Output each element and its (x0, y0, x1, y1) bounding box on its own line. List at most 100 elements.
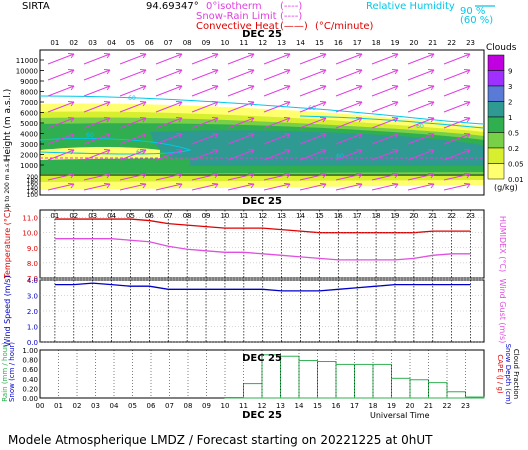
wind-arrow-shaft (407, 53, 435, 65)
bottom-hour-label: 13 (276, 402, 285, 410)
legend-snow-rain-sample: (----) (280, 11, 302, 22)
wind-arrow-head (319, 117, 327, 123)
wind-arrow (227, 149, 255, 161)
hour-label: 10 (220, 212, 229, 220)
rh-contour-lower (299, 115, 485, 129)
wind-arrow (443, 173, 471, 181)
hour-tick-label: 13 (277, 39, 286, 47)
y-tick-label: 11.0 (22, 215, 38, 223)
wind-arrow (299, 117, 327, 129)
wind-arrow (191, 133, 219, 145)
snow-ylabel: Snow (cm / hour) (8, 342, 16, 402)
hour-tick-label: 15 (315, 39, 324, 47)
wind-arrow (443, 149, 471, 161)
wind-arrow (335, 173, 363, 181)
wind-arrow (47, 69, 75, 81)
legend-convective-label: Convective Heat (196, 21, 279, 32)
wind-arrow-shaft (155, 117, 183, 129)
wind-arrow (83, 117, 111, 129)
bottom-hour-label: 22 (443, 402, 452, 410)
clouds-y-tick-label: 10000 (16, 68, 38, 76)
wind-arrow-head (211, 149, 219, 155)
wind-arrow-shaft (371, 53, 399, 65)
precip-bar (446, 391, 466, 399)
wind-arrow-shaft (191, 149, 219, 161)
colorbar-cell (487, 85, 505, 102)
wind-arrow-head (67, 101, 75, 107)
wind-arrow-head (139, 149, 147, 155)
hour-label: 19 (391, 212, 400, 220)
wind-arrow (263, 133, 291, 145)
wind-arrow-shaft (47, 101, 75, 113)
wind-arrow-shaft (299, 149, 327, 161)
wind-arrow (335, 117, 363, 129)
wind-arrow-shaft (47, 183, 75, 191)
wind-arrow (443, 133, 471, 145)
wind-arrow-head (211, 133, 219, 139)
wind-arrow-shaft (443, 69, 471, 81)
rh-contour-mid (39, 137, 192, 155)
wind-arrow (371, 149, 399, 161)
hour-label: 04 (107, 212, 116, 220)
hour-tick-label: 06 (145, 39, 154, 47)
wind-arrow-shaft (407, 149, 435, 161)
wind-arrow-shaft (371, 173, 399, 181)
wind-arrow (83, 101, 111, 113)
wind-arrow-shaft (263, 69, 291, 81)
wind-arrow-shaft (119, 133, 147, 145)
precip-y-tick-label: 0.60 (22, 366, 38, 374)
wind-gust-ylabel: Wind Gust (m/s) (498, 279, 507, 344)
wind-arrow-head (103, 183, 111, 189)
wind-arrow-shaft (263, 85, 291, 97)
wind-arrow-shaft (335, 149, 363, 161)
wind-arrow (299, 101, 327, 113)
wind-arrow-head (355, 101, 363, 107)
wind-arrow-shaft (335, 117, 363, 129)
wind-arrow-head (391, 85, 399, 91)
time-axis-top: 01 02 03 04 05 06 07 08 09 10 11 12 13 14 15 16 17 18 19 20… (50, 39, 475, 47)
wind-arrow-head (175, 149, 183, 155)
wind-arrow-head (355, 173, 363, 179)
hour-label: 07 (164, 212, 173, 220)
wind-arrow-shaft (407, 85, 435, 97)
clouds-ylabel2: Up to 200 m a.s.l. (4, 158, 11, 211)
wind-arrow-head (139, 117, 147, 123)
clouds-ylabel: Height (m a.s.l.) (3, 89, 13, 162)
y-tick-label: 3.0 (27, 293, 38, 301)
wind-arrow (299, 149, 327, 161)
precip-y-tick-label: 0.80 (22, 357, 38, 365)
wind-arrow-shaft (227, 149, 255, 161)
wind-arrow-head (463, 133, 471, 139)
wind-arrow-shaft (371, 149, 399, 161)
wind-arrow (335, 85, 363, 97)
hour-label: 12 (258, 212, 267, 220)
hour-label: 21 (428, 212, 437, 220)
hour-tick-label: 23 (466, 39, 475, 47)
wind-arrow-shaft (407, 133, 435, 145)
wind-arrow (299, 69, 327, 81)
colorbar-label: 0.01 (508, 176, 524, 184)
clouds-y-tick-label: 6000 (20, 110, 38, 118)
wind-arrow-shaft (191, 69, 219, 81)
wind-arrow-head (175, 53, 183, 59)
hour-tick-label: 11 (239, 39, 248, 47)
wind-arrow-head (139, 69, 147, 75)
wind-arrow (371, 133, 399, 145)
wind-arrow-head (391, 173, 399, 179)
wind-arrow-shaft (335, 69, 363, 81)
wind-arrow-shaft (47, 133, 75, 145)
wind-arrow-head (355, 149, 363, 155)
wind-arrow-shaft (83, 183, 111, 191)
wind-arrow-shaft (155, 101, 183, 113)
wind-arrow-head (283, 117, 291, 123)
wind-arrow-shaft (155, 149, 183, 161)
wind-arrow-head (211, 183, 219, 189)
hour-label: 16 (334, 212, 343, 220)
wind-arrow-shaft (443, 183, 471, 191)
wind-arrow-shaft (335, 173, 363, 181)
colorbar-label: 0.05 (508, 161, 524, 169)
wind-arrow-head (67, 149, 75, 155)
wind-arrow-head (319, 133, 327, 139)
wind-arrow-shaft (443, 53, 471, 65)
wind-arrow (191, 183, 219, 191)
